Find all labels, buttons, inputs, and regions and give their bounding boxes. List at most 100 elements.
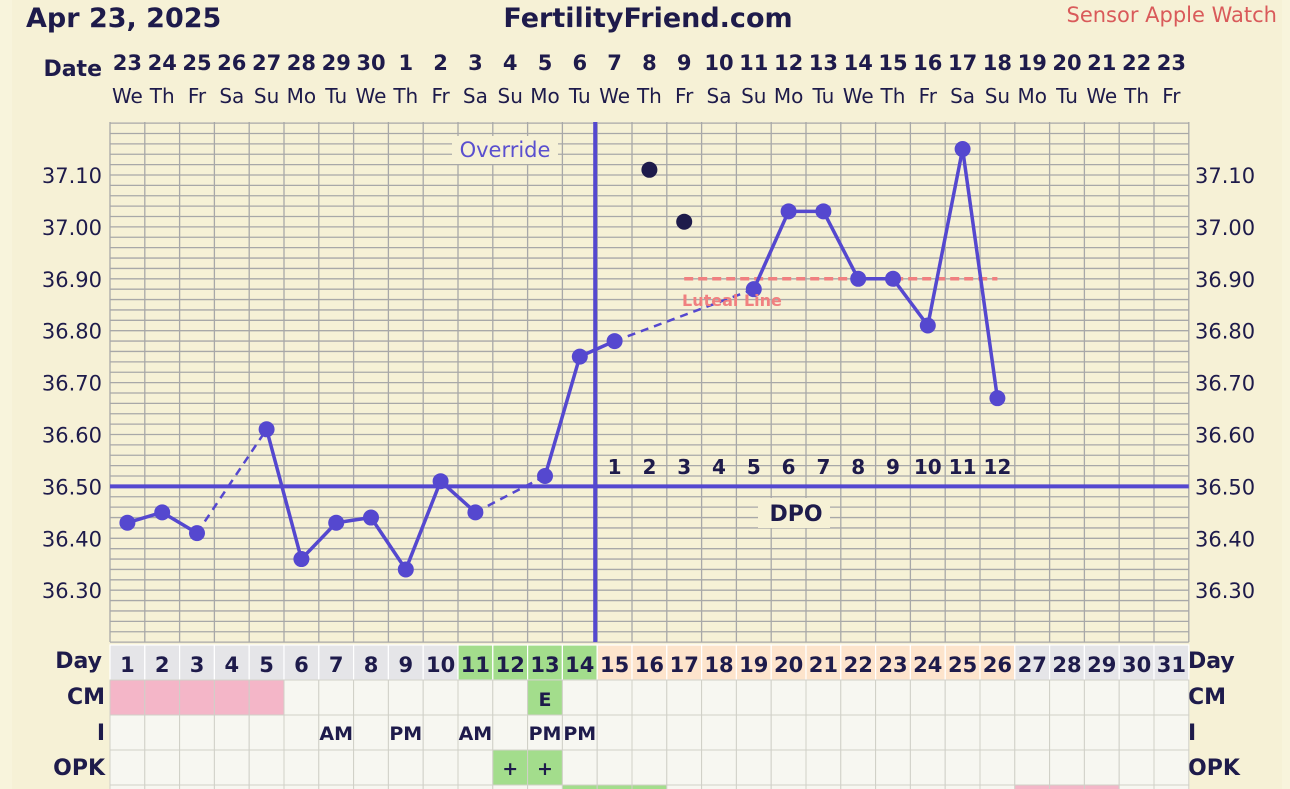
dpo-number: 12 [983,455,1011,479]
weekday-label: Su [985,84,1010,108]
cm-cell [387,679,424,716]
temp-line-segment [960,148,1000,399]
cycle-day-number: 5 [259,653,274,677]
cm-cell [1118,679,1155,716]
cycle-day-number: 27 [1018,653,1047,677]
temp-line-segment [821,210,860,280]
temp-point [537,468,553,485]
next-row-cell [631,784,668,789]
temp-point [745,281,762,298]
weekday-label: Sa [707,84,732,108]
chart-date: Apr 23, 2025 [26,3,221,34]
weekday-label: Mo [1017,84,1047,108]
next-row-cell [666,784,703,789]
y-tick-label-left: 36.70 [42,372,102,396]
next-row-cell [179,784,215,789]
temp-point [328,514,345,531]
weekday-label: Mo [287,84,317,108]
date-number: 17 [948,51,977,75]
next-row-cell [909,784,946,789]
cycle-day-cell [492,644,529,681]
y-tick-label-left: 36.40 [42,527,102,551]
cycle-day-cell [909,644,946,681]
temp-line-segment [891,277,930,327]
weekday-label: Th [149,84,175,108]
cycle-day-cell [179,644,216,681]
cm-cell [109,679,146,716]
cycle-day-number: 12 [496,653,525,677]
y-tick-label-right: 36.80 [1195,320,1255,344]
cycle-day-number: 17 [670,653,699,677]
temp-point [571,348,588,365]
next-row-cell [944,784,981,789]
temp-point [397,561,414,578]
date-number: 26 [217,51,246,75]
y-tick-label-right: 37.00 [1195,216,1255,240]
intercourse-cell [457,714,494,751]
next-row-cell [1083,784,1120,789]
temp-point [850,270,867,287]
intercourse-cell [909,714,946,751]
next-row-cell [596,784,633,789]
next-row-cell [213,784,250,789]
weekday-label: Fr [188,84,207,108]
cycle-day-cell [770,644,807,681]
weekday-label: Mo [530,84,560,108]
opk-cell [527,749,563,786]
cm-cell [213,679,250,716]
opk-cell [875,749,911,786]
opk-cell [979,749,1016,786]
intercourse-cell [770,714,807,751]
cycle-day-number: 19 [739,653,768,677]
date-number: 9 [677,51,692,75]
cycle-day-number: 31 [1157,653,1186,677]
intercourse-cell [840,714,877,751]
cycle-day-number: 24 [913,653,942,677]
y-tick-label-right: 36.30 [1195,579,1255,603]
y-tick-label-right: 37.10 [1195,164,1255,188]
dpo-number: 1 [608,455,622,479]
weekday-label: Th [392,84,418,108]
next-row-cell [1049,784,1085,789]
i-row-label-right: I [1188,721,1196,746]
discarded-temp-point [641,161,658,178]
temp-point [606,333,623,350]
intercourse-cell [735,714,772,751]
cm-cell [1049,679,1085,716]
cycle-day-number: 15 [600,653,629,677]
dpo-number: 11 [949,455,977,479]
temp-point [467,504,484,521]
opk-cell [1083,749,1120,786]
cycle-day-number: 9 [398,653,413,677]
intercourse-cell [492,714,529,751]
temp-point [293,551,310,568]
date-number: 14 [844,51,873,75]
opk-cell [109,749,146,786]
cycle-day-cell [561,644,598,681]
temp-line-segment [614,288,755,343]
temp-point [919,317,936,334]
cycle-day-number: 10 [426,653,455,677]
opk-row-label-left: OPK [53,756,106,781]
next-row-cell [144,784,181,789]
cycle-day-number: 20 [774,653,803,677]
cm-cell [1153,679,1190,716]
cycle-day-cell [735,644,772,681]
cycle-day-number: 22 [844,653,873,677]
temp-point [815,203,832,220]
opk-cell [318,749,355,786]
next-row-cell [248,784,285,789]
opk-cell [840,749,877,786]
cycle-day-number: 14 [565,653,594,677]
dpo-number: 10 [914,455,942,479]
weekday-label: Fr [675,84,694,108]
cm-cell [561,679,598,716]
temp-point [989,390,1006,407]
cycle-day-number: 13 [530,653,559,677]
dpo-number: 8 [851,455,865,479]
cycle-day-number: 8 [364,653,379,677]
date-number: 23 [1157,51,1186,75]
date-number: 30 [356,51,385,75]
cycle-day-cell [700,644,737,681]
